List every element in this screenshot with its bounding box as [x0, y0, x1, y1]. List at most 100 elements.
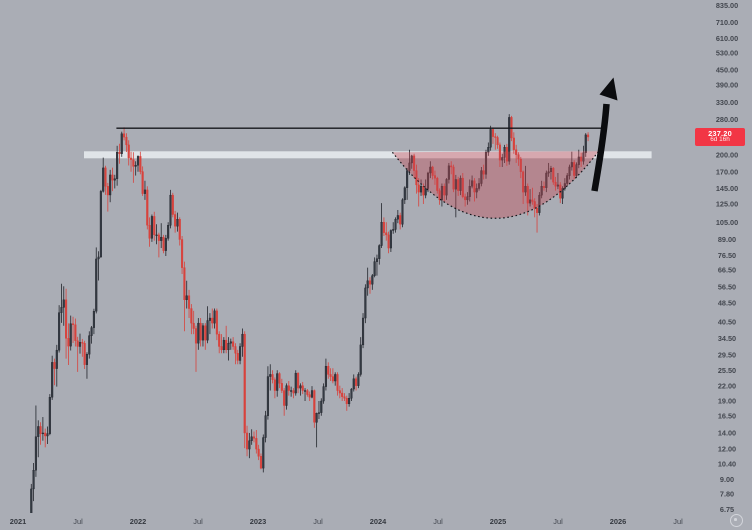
candle-body: [436, 177, 439, 191]
axis-settings-icon[interactable]: [730, 514, 743, 527]
candle-body: [524, 186, 527, 193]
candle-body: [102, 167, 105, 192]
candle-body: [81, 342, 84, 344]
candle-body: [113, 178, 116, 181]
candle-body: [39, 426, 42, 434]
candle-body: [491, 129, 495, 137]
candle-body: [215, 310, 218, 335]
candle-body: [380, 221, 383, 246]
candle-body: [322, 386, 325, 402]
candle-body: [287, 385, 290, 391]
x-axis-label: Jul: [313, 517, 323, 526]
candle-body: [417, 184, 420, 193]
candle-body: [531, 199, 534, 202]
candle-body: [190, 308, 193, 324]
cup-pattern-outline[interactable]: [391, 150, 600, 219]
candle-body: [227, 343, 230, 351]
candle-body: [348, 398, 351, 405]
candle-body: [136, 156, 140, 166]
y-axis-tick: 610.00: [716, 34, 738, 43]
candle-body: [315, 413, 318, 423]
candle-body: [573, 162, 576, 176]
candle-body: [92, 311, 95, 328]
y-axis-tick: 145.00: [716, 184, 738, 193]
candle-body: [167, 225, 170, 239]
time-axis[interactable]: 2021 Jul 2022 Jul 2023 Jul 2024 Jul 2025 Jul 2026 J…: [10, 517, 683, 526]
candle-body: [422, 186, 425, 196]
candle-body: [262, 437, 265, 469]
y-axis-tick: 390.00: [716, 81, 738, 90]
candle-body: [529, 199, 532, 204]
candle-body: [294, 372, 297, 394]
x-axis-label: Jul: [193, 517, 203, 526]
candle-body: [547, 171, 550, 174]
candle-body: [234, 346, 237, 354]
candle-body: [134, 165, 137, 167]
candle-body: [139, 156, 142, 172]
candle-body: [477, 183, 481, 189]
candle-body: [273, 379, 276, 391]
candle-body: [505, 147, 508, 162]
candle-body: [206, 320, 209, 341]
candle-body: [143, 189, 147, 194]
y-axis-tick: 200.00: [716, 150, 738, 159]
breakout-arrow-shaft[interactable]: [591, 103, 610, 192]
y-axis-tick: 66.50: [718, 266, 736, 275]
candle-body: [211, 317, 214, 324]
candle-body: [208, 317, 211, 321]
candle-body: [201, 325, 205, 341]
candle-body: [269, 374, 272, 377]
candle-body: [88, 335, 91, 355]
candle-body: [482, 170, 485, 175]
candle-body: [334, 374, 337, 382]
candle-body: [394, 219, 397, 230]
candle-body: [440, 186, 443, 201]
candle-body: [556, 184, 559, 187]
y-axis-tick: 9.00: [720, 475, 734, 484]
candle-body: [329, 374, 332, 377]
candle-body: [120, 133, 123, 154]
candle-body: [389, 230, 392, 249]
y-axis-tick: 280.00: [716, 115, 738, 124]
candle-body: [361, 317, 365, 346]
candle-body: [252, 436, 256, 439]
candle-body: [194, 328, 198, 344]
candle-body: [187, 295, 191, 309]
breakout-arrow-head[interactable]: [599, 77, 618, 101]
candle-body: [475, 188, 478, 193]
y-axis-tick: 48.50: [718, 299, 736, 308]
candle-body: [410, 155, 413, 164]
candle-body: [160, 236, 163, 241]
candle-body: [454, 179, 457, 190]
candle-body: [162, 236, 165, 251]
candle-body: [183, 267, 186, 301]
candle-body: [146, 189, 149, 226]
y-axis-tick: 22.00: [718, 381, 736, 390]
price-axis[interactable]: 835.00 710.00 610.00 530.00 450.00 390.00 330.…: [716, 1, 738, 514]
candle-body: [399, 215, 402, 225]
chart-pane[interactable]: [21, 114, 652, 530]
candle-body: [549, 167, 553, 172]
candle-body: [248, 440, 251, 450]
candle-body: [292, 390, 295, 394]
y-axis-tick: 76.50: [718, 251, 736, 260]
candle-body: [561, 188, 564, 199]
y-axis-tick: 56.50: [718, 283, 736, 292]
candle-body: [283, 390, 286, 406]
candle-body: [76, 340, 79, 347]
candle-body: [575, 164, 578, 176]
last-price-label[interactable]: 237.20 6d 16h: [695, 127, 745, 146]
x-axis-label: Jul: [553, 517, 563, 526]
x-axis-label: Jul: [73, 517, 83, 526]
candle-body: [46, 433, 49, 437]
candle-body: [171, 194, 174, 215]
candle-body: [204, 325, 207, 341]
candle-body: [97, 256, 100, 260]
y-axis-tick: 16.50: [718, 411, 736, 420]
candle-body: [522, 171, 525, 193]
candle-body: [169, 194, 172, 226]
y-axis-tick: 14.00: [718, 429, 736, 438]
candle-body: [371, 275, 374, 285]
candle-body: [484, 152, 488, 175]
